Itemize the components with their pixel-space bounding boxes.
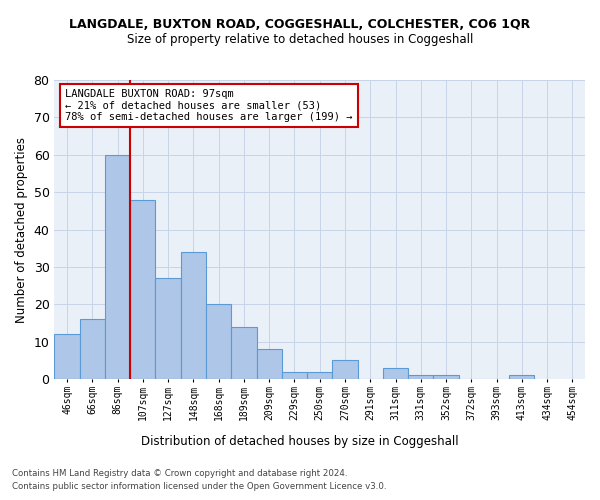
- Bar: [257, 350, 282, 379]
- Bar: [80, 320, 105, 379]
- Bar: [383, 368, 408, 379]
- Y-axis label: Number of detached properties: Number of detached properties: [15, 136, 28, 322]
- Bar: [206, 304, 231, 379]
- Text: LANGDALE, BUXTON ROAD, COGGESHALL, COLCHESTER, CO6 1QR: LANGDALE, BUXTON ROAD, COGGESHALL, COLCH…: [70, 18, 530, 30]
- Bar: [408, 376, 433, 379]
- Bar: [181, 252, 206, 379]
- Bar: [509, 376, 535, 379]
- Bar: [105, 155, 130, 379]
- Bar: [231, 327, 257, 379]
- Bar: [307, 372, 332, 379]
- Text: Distribution of detached houses by size in Coggeshall: Distribution of detached houses by size …: [141, 435, 459, 448]
- Bar: [130, 200, 155, 379]
- Text: Contains HM Land Registry data © Crown copyright and database right 2024.: Contains HM Land Registry data © Crown c…: [12, 468, 347, 477]
- Bar: [55, 334, 80, 379]
- Bar: [332, 360, 358, 379]
- Bar: [155, 278, 181, 379]
- Bar: [433, 376, 458, 379]
- Text: Contains public sector information licensed under the Open Government Licence v3: Contains public sector information licen…: [12, 482, 386, 491]
- Text: LANGDALE BUXTON ROAD: 97sqm
← 21% of detached houses are smaller (53)
78% of sem: LANGDALE BUXTON ROAD: 97sqm ← 21% of det…: [65, 89, 353, 122]
- Bar: [282, 372, 307, 379]
- Text: Size of property relative to detached houses in Coggeshall: Size of property relative to detached ho…: [127, 32, 473, 46]
